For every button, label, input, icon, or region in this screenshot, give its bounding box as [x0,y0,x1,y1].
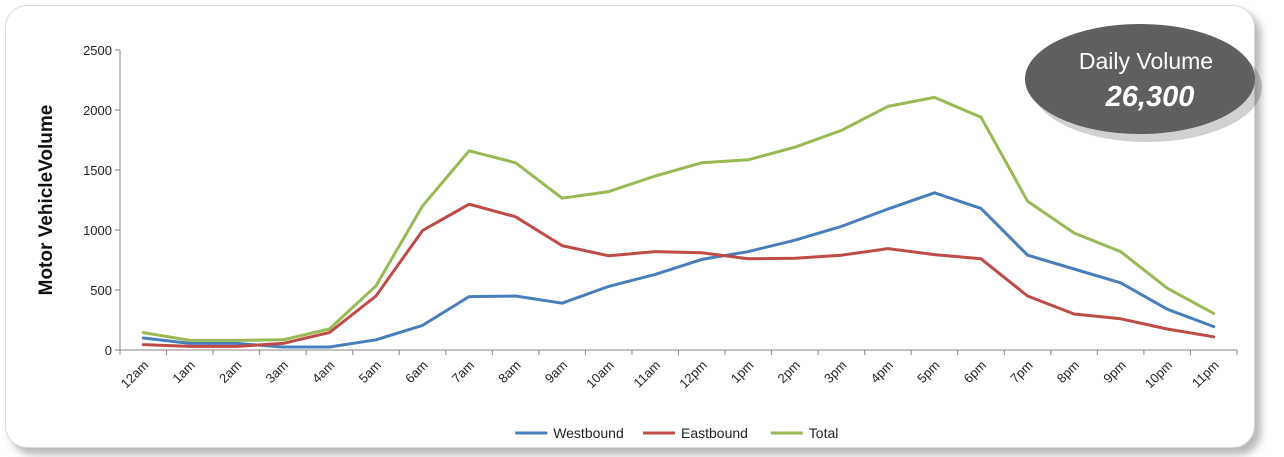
y-tick-label: 2000 [83,103,112,118]
daily-volume-badge: Daily Volume 26,300 [1025,24,1262,142]
x-tick-label: 9am [542,358,570,386]
x-tick-label: 10pm [1142,358,1176,392]
x-tick-label: 8am [495,358,523,386]
x-tick-label: 4pm [868,358,896,386]
x-tick-label: 1pm [728,358,756,386]
x-tick-label: 10am [583,358,617,392]
legend: Westbound Eastbound Total [515,425,838,441]
x-tick-label: 11pm [1189,358,1222,391]
legend-label-eastbound: Eastbound [681,425,748,441]
x-tick-label: 12pm [676,358,710,392]
x-tick-label: 5pm [914,358,942,386]
x-tick-label: 7pm [1007,358,1035,386]
x-tick-label: 6pm [961,358,989,386]
series-line-eastbound [141,202,1216,348]
series-lines [141,95,1216,349]
y-tick-label: 2500 [83,43,112,58]
badge-title: Daily Volume [1079,48,1213,74]
x-tick-label: 2pm [774,358,802,386]
x-tick-label: 4am [309,358,337,386]
y-tick-label: 1000 [83,223,112,238]
x-tick-label: 11am [630,358,663,391]
series-line-westbound [141,191,1216,349]
legend-label-total: Total [809,425,839,441]
legend-label-westbound: Westbound [553,425,624,441]
y-tick-label: 1500 [83,163,112,178]
y-tick-label: 0 [105,343,112,358]
x-tick-label: 3am [263,358,291,386]
x-tick-label: 5am [356,358,384,386]
x-tick-label: 1am [169,358,197,386]
x-tick-label: 9pm [1100,358,1128,386]
badge-value: 26,300 [1105,81,1195,113]
x-tick-label: 3pm [821,358,849,386]
x-tick-label: 7am [449,358,477,386]
x-tick-label: 2am [216,358,244,386]
x-tick-label: 8pm [1054,358,1082,386]
x-tick-label: 12am [118,358,152,392]
x-tick-label: 6am [402,358,430,386]
series-line-total [141,95,1216,342]
y-axis-label: Motor VehicleVolume [36,105,57,296]
y-tick-label: 500 [90,283,112,298]
